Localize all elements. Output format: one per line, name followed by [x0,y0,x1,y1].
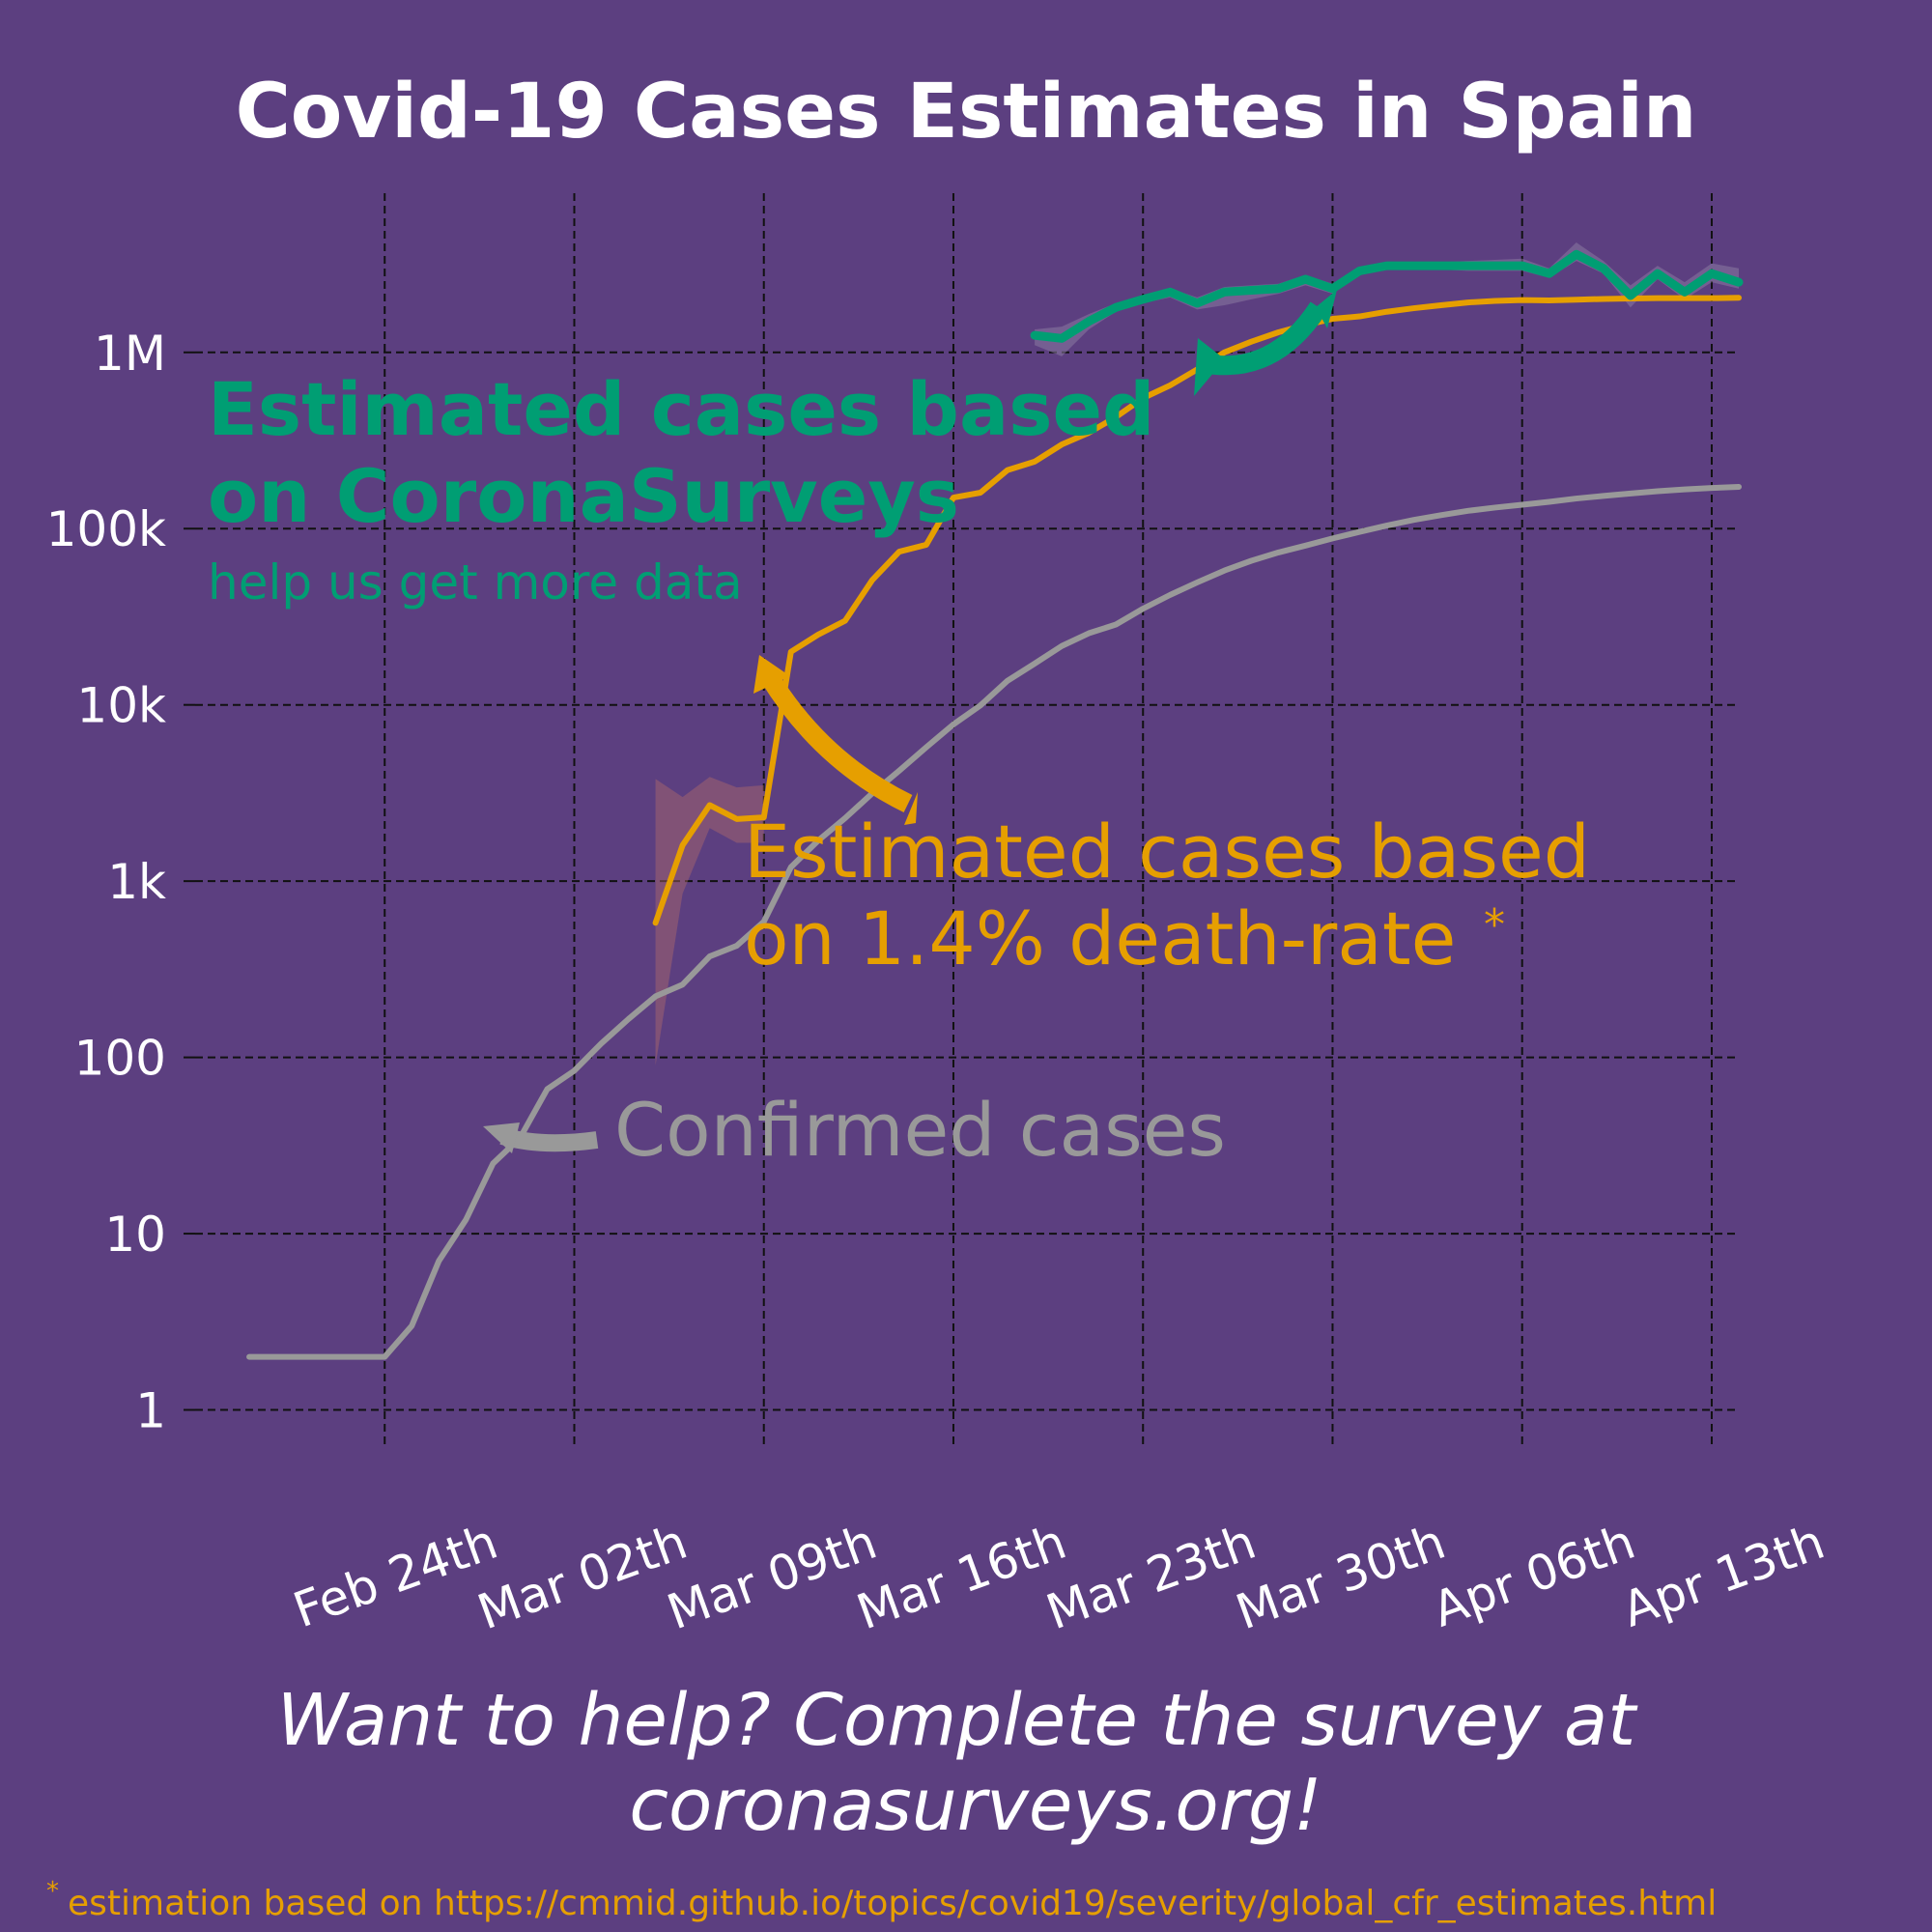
y-tick-label-3: 1k [107,854,166,910]
y-tick-label-6: 1M [94,326,166,382]
death-rate-annotation-line2: on 1.4% death-rate [744,895,1456,981]
y-tick-label-0: 1 [135,1383,166,1439]
death-rate-annotation-star: * [1484,900,1505,950]
footnote-star: * [46,1877,59,1906]
surveys-annotation-sub: help us get more data [208,554,743,611]
cta-line1: Want to help? Complete the survey at [277,1679,1638,1762]
surveys-annotation-line2: on CoronaSurveys [208,453,959,539]
y-tick-label-5: 100k [46,501,166,557]
y-tick-label-4: 10k [76,678,166,734]
cta-line2: coronasurveys.org! [629,1764,1321,1847]
surveys-arrowhead [1316,290,1337,328]
grid-lines [195,193,1739,1449]
death-rate-annotation-line1: Estimated cases based [744,809,1590,895]
footnote-text: estimation based on https://cmmid.github… [68,1884,1717,1923]
y-axis-ticks: 1 10 100 1k 10k 100k 1M [46,326,195,1439]
death-rate-arrow-tail [904,792,918,825]
confirmed-arrow [499,1127,599,1152]
y-tick-label-2: 100 [74,1031,166,1087]
chart-title: Covid-19 Cases Estimates in Spain [236,69,1697,156]
surveys-annotation-line1: Estimated cases based [208,366,1154,452]
death-rate-arrowhead [753,655,790,694]
death-rate-arrow [760,670,913,812]
confirmed-arrowhead [483,1122,520,1153]
surveys-arrowhead-base [1194,338,1225,396]
annotation-arrows [483,290,1337,1153]
confirmed-line [246,484,1742,1360]
y-tick-label-1: 10 [104,1207,166,1263]
surveys-line [1030,249,1744,343]
confirmed-annotation: Confirmed cases [614,1087,1226,1173]
